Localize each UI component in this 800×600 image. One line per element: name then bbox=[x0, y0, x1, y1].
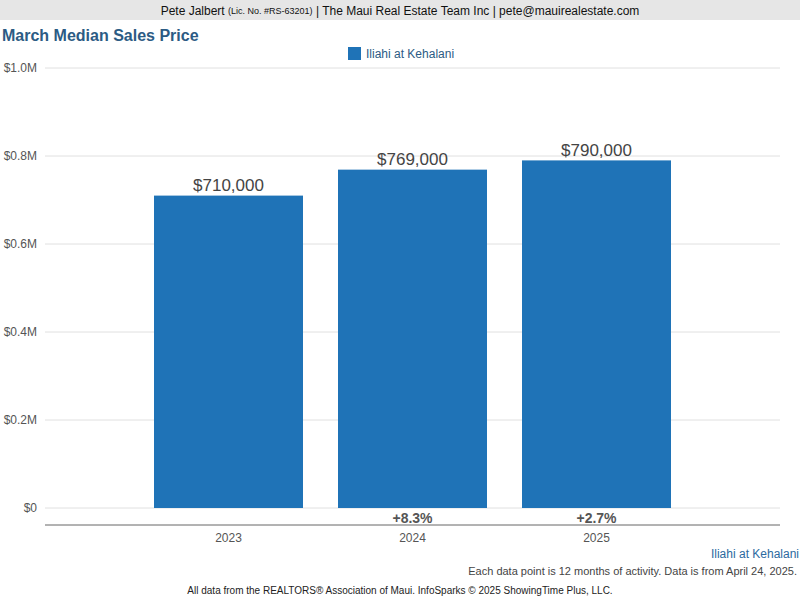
footer-area: Iliahi at Kehalani bbox=[711, 547, 799, 561]
header: Pete Jalbert (Lic. No. #RS-63201) | The … bbox=[161, 4, 640, 18]
footer-note: Each data point is 12 months of activity… bbox=[468, 565, 797, 577]
y-tick-label: $0.4M bbox=[4, 325, 37, 339]
y-tick-label: $0.6M bbox=[4, 237, 37, 251]
header-license: (Lic. No. #RS-63201) bbox=[228, 6, 313, 16]
y-axis: $0 $0.2M $0.4M $0.6M $0.8M $1.0M bbox=[4, 61, 780, 515]
grid-line bbox=[45, 68, 780, 69]
bar bbox=[154, 196, 303, 508]
change-label: +2.7% bbox=[576, 510, 617, 526]
legend: Iliahi at Kehalani bbox=[348, 47, 454, 61]
x-axis-line bbox=[45, 525, 780, 526]
data-label: $769,000 bbox=[377, 150, 448, 169]
chart: Pete Jalbert (Lic. No. #RS-63201) | The … bbox=[0, 0, 800, 600]
data-label: $790,000 bbox=[561, 141, 632, 160]
title: March Median Sales Price bbox=[2, 27, 199, 44]
legend-swatch bbox=[348, 47, 361, 60]
y-tick-label: $0 bbox=[24, 501, 38, 515]
data-labels: $710,000 $769,000 $790,000 bbox=[193, 141, 632, 195]
bars bbox=[154, 160, 671, 508]
y-tick-label: $0.8M bbox=[4, 149, 37, 163]
x-axis: 2023 2024 2025 bbox=[215, 531, 610, 545]
x-tick-label: 2024 bbox=[399, 531, 426, 545]
footer-source: All data from the REALTORS® Association … bbox=[187, 585, 612, 596]
page: {"header": {"agent": "Pete Jalbert", "li… bbox=[0, 0, 800, 600]
bar bbox=[338, 170, 487, 508]
header-bar bbox=[0, 0, 800, 20]
header-rest: | The Maui Real Estate Team Inc | pete@m… bbox=[313, 4, 640, 18]
data-label: $710,000 bbox=[193, 176, 264, 195]
header-agent: Pete Jalbert bbox=[161, 4, 228, 18]
annotations: +8.3% +2.7% bbox=[392, 510, 617, 526]
y-tick-label: $0.2M bbox=[4, 413, 37, 427]
change-label: +8.3% bbox=[392, 510, 433, 526]
bar bbox=[522, 160, 671, 508]
legend-label: Iliahi at Kehalani bbox=[366, 47, 454, 61]
x-tick-label: 2023 bbox=[215, 531, 242, 545]
y-tick-label: $1.0M bbox=[4, 61, 37, 75]
x-tick-label: 2025 bbox=[583, 531, 610, 545]
